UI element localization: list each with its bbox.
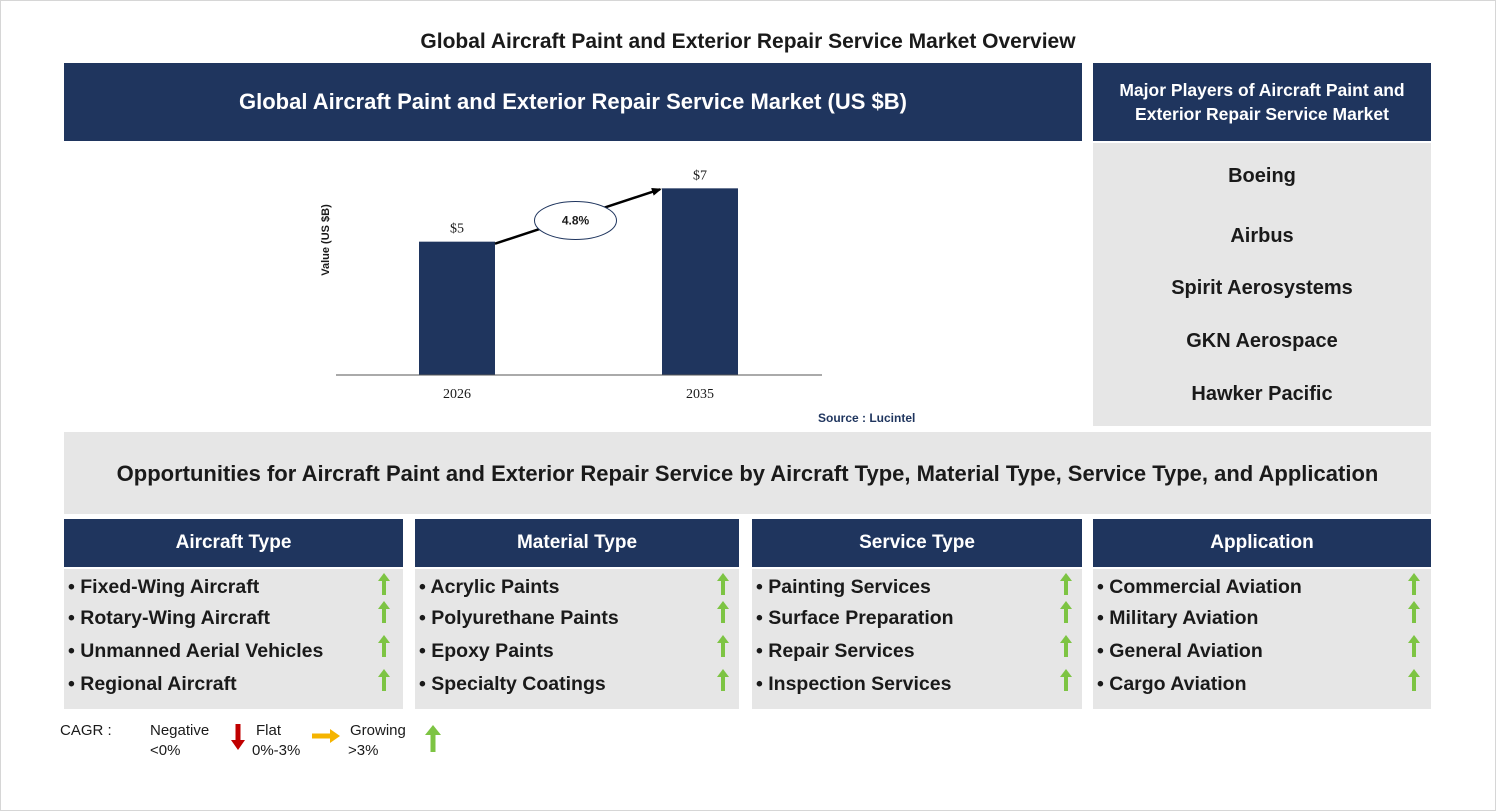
page-title: Global Aircraft Paint and Exterior Repai… bbox=[420, 30, 1076, 53]
up-arrow-icon bbox=[378, 669, 390, 691]
player-item: Hawker Pacific bbox=[1191, 383, 1333, 405]
segment-header-aircraft-type: Aircraft Type bbox=[64, 519, 403, 567]
up-arrow-icon bbox=[1060, 573, 1072, 595]
up-arrow-icon bbox=[1060, 669, 1072, 691]
up-arrow-icon bbox=[1060, 601, 1072, 623]
players-list: Boeing Airbus Spirit Aerosystems GKN Aer… bbox=[1093, 143, 1431, 426]
bar-2026 bbox=[419, 241, 495, 375]
legend-flat-label: Flat bbox=[256, 722, 282, 739]
segment-list-aircraft-type: • Fixed-Wing Aircraft • Rotary-Wing Airc… bbox=[64, 569, 403, 709]
player-item: Spirit Aerosystems bbox=[1171, 277, 1353, 299]
bar-chart: Value (US $B) $5 2026 $7 2035 4.8% bbox=[320, 168, 822, 402]
legend-negative-label: Negative bbox=[150, 722, 210, 739]
up-arrow-icon bbox=[1408, 635, 1420, 657]
segment-item: • Acrylic Paints bbox=[419, 576, 560, 598]
cagr-bubble bbox=[534, 201, 617, 240]
segment-item: • Regional Aircraft bbox=[68, 673, 237, 695]
segment-item: • Repair Services bbox=[756, 640, 915, 662]
up-arrow-icon bbox=[1060, 635, 1072, 657]
up-arrow-icon bbox=[717, 635, 729, 657]
up-arrow-icon bbox=[1408, 573, 1420, 595]
segment-item: • Military Aviation bbox=[1097, 607, 1259, 629]
segment-item: • Cargo Aviation bbox=[1097, 673, 1247, 695]
segment-item: • Surface Preparation bbox=[756, 607, 954, 629]
player-item: Airbus bbox=[1230, 225, 1294, 247]
segment-item: • Specialty Coatings bbox=[419, 673, 606, 695]
players-header: Major Players of Aircraft Paint and Exte… bbox=[1093, 63, 1431, 141]
segment-header-service-type: Service Type bbox=[752, 519, 1082, 567]
down-arrow-icon bbox=[231, 724, 245, 750]
up-arrow-icon bbox=[717, 573, 729, 595]
segment-list-service-type: • Painting Services • Surface Preparatio… bbox=[752, 569, 1082, 709]
player-item: Boeing bbox=[1228, 165, 1296, 187]
segment-item: • Commercial Aviation bbox=[1097, 576, 1302, 598]
player-item: GKN Aerospace bbox=[1186, 330, 1338, 352]
segment-item: • Painting Services bbox=[756, 576, 931, 598]
legend-growing-range: >3% bbox=[348, 742, 379, 759]
segment-item: • Polyurethane Paints bbox=[419, 607, 619, 629]
legend-growing-label: Growing bbox=[350, 722, 406, 739]
right-arrow-icon bbox=[312, 729, 340, 743]
up-arrow-icon bbox=[1408, 669, 1420, 691]
segment-item: • Inspection Services bbox=[756, 673, 952, 695]
segment-item: • Epoxy Paints bbox=[419, 640, 554, 662]
cagr-label: 4.8% bbox=[562, 214, 590, 228]
segment-item: • Fixed-Wing Aircraft bbox=[68, 576, 260, 598]
segment-item: • Rotary-Wing Aircraft bbox=[68, 607, 271, 629]
up-arrow-icon bbox=[378, 601, 390, 623]
legend-label: CAGR : bbox=[60, 722, 112, 739]
y-axis-label: Value (US $B) bbox=[320, 204, 332, 276]
up-arrow-icon bbox=[717, 601, 729, 623]
value-label-2035: $7 bbox=[693, 168, 707, 183]
tick-label-2035: 2035 bbox=[686, 387, 714, 402]
segment-header-application: Application bbox=[1093, 519, 1431, 567]
bar-2035 bbox=[662, 188, 738, 375]
segment-list-application: • Commercial Aviation • Military Aviatio… bbox=[1093, 569, 1431, 709]
opportunities-title: Opportunities for Aircraft Paint and Ext… bbox=[64, 432, 1431, 514]
up-arrow-icon bbox=[378, 635, 390, 657]
legend-negative-range: <0% bbox=[150, 742, 181, 759]
up-arrow-icon bbox=[1408, 601, 1420, 623]
segment-header-material-type: Material Type bbox=[415, 519, 739, 567]
tick-label-2026: 2026 bbox=[443, 387, 471, 402]
up-arrow-icon bbox=[378, 573, 390, 595]
cagr-annotation: 4.8% bbox=[494, 188, 662, 245]
up-arrow-icon bbox=[717, 669, 729, 691]
segment-list-material-type: • Acrylic Paints • Polyurethane Paints •… bbox=[415, 569, 739, 709]
segment-item: • Unmanned Aerial Vehicles bbox=[68, 640, 324, 662]
up-arrow-icon bbox=[425, 725, 441, 752]
source-note: Source : Lucintel bbox=[818, 411, 916, 425]
segment-item: • General Aviation bbox=[1097, 640, 1263, 662]
chart-header: Global Aircraft Paint and Exterior Repai… bbox=[64, 63, 1082, 141]
legend-flat-range: 0%-3% bbox=[252, 742, 301, 759]
value-label-2026: $5 bbox=[450, 222, 464, 237]
